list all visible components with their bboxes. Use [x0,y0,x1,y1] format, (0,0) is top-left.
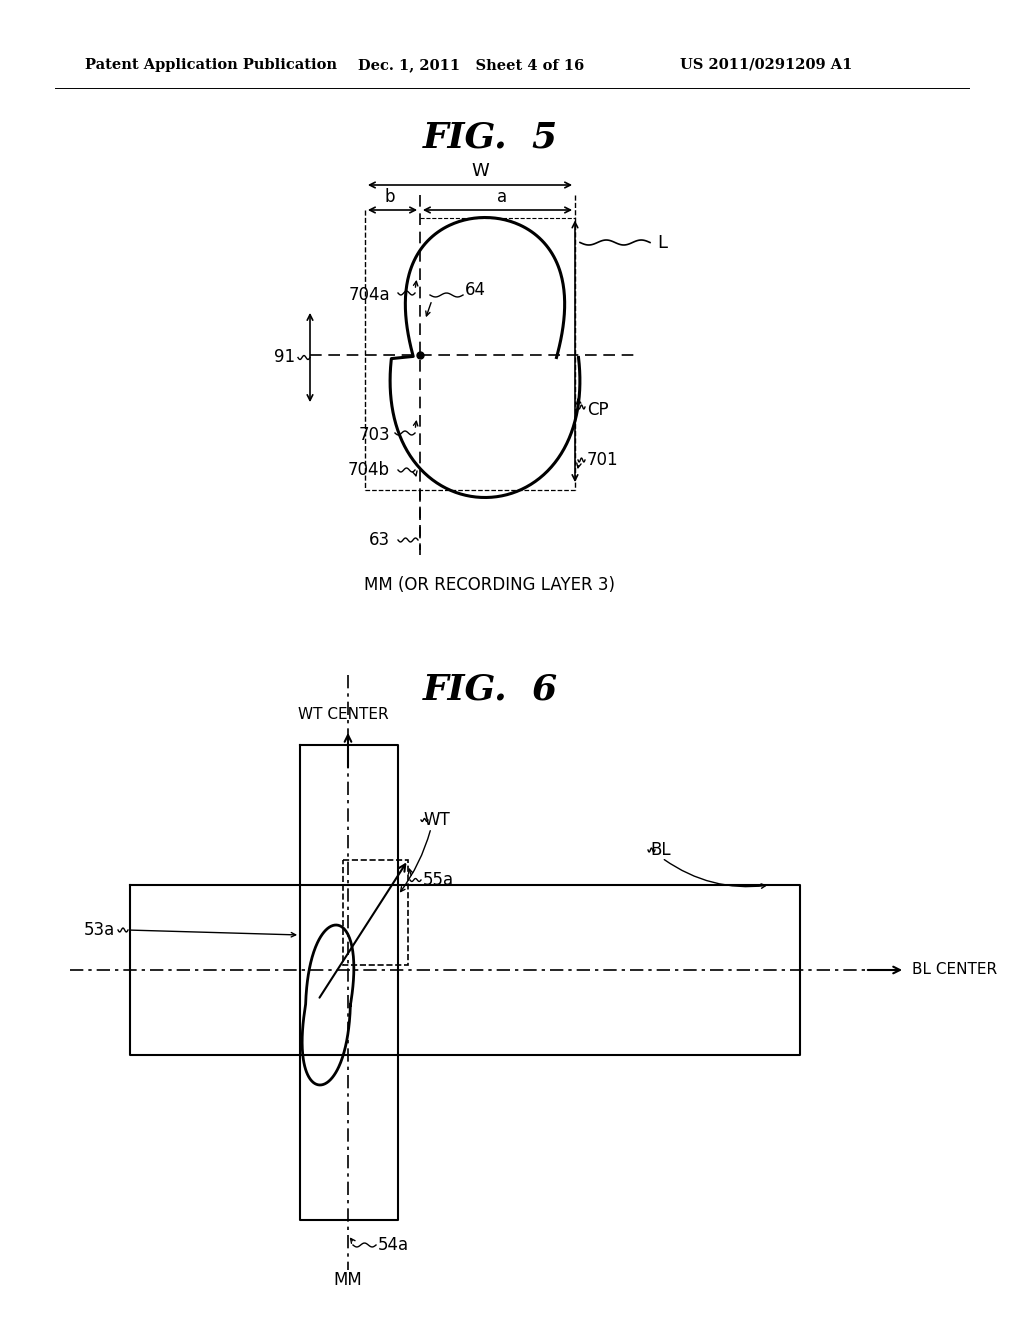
Bar [343,861,408,965]
Text: 704b: 704b [348,461,390,479]
Text: W: W [471,162,488,180]
Text: BL: BL [650,841,671,859]
Text: 53a: 53a [84,921,115,939]
Text: FIG.  6: FIG. 6 [423,673,557,708]
Text: 701: 701 [587,451,618,469]
Text: 63: 63 [369,531,390,549]
Text: FIG.  5: FIG. 5 [423,121,557,154]
Text: WT: WT [423,810,450,829]
Text: CP: CP [587,401,608,418]
Text: MM (OR RECORDING LAYER 3): MM (OR RECORDING LAYER 3) [365,576,615,594]
Text: L: L [657,234,667,252]
Text: 703: 703 [358,426,390,444]
Text: a: a [498,187,508,206]
Text: MM: MM [334,1271,362,1290]
Text: 704a: 704a [348,286,390,304]
Text: 64: 64 [465,281,486,300]
Text: Patent Application Publication: Patent Application Publication [85,58,337,73]
Text: 55a: 55a [423,871,454,888]
Text: BL CENTER: BL CENTER [912,962,997,978]
Text: WT CENTER: WT CENTER [298,708,388,722]
Text: 54a: 54a [378,1236,410,1254]
Text: b: b [384,187,394,206]
Text: 91: 91 [273,348,295,367]
Text: Dec. 1, 2011   Sheet 4 of 16: Dec. 1, 2011 Sheet 4 of 16 [358,58,585,73]
Text: US 2011/0291209 A1: US 2011/0291209 A1 [680,58,852,73]
